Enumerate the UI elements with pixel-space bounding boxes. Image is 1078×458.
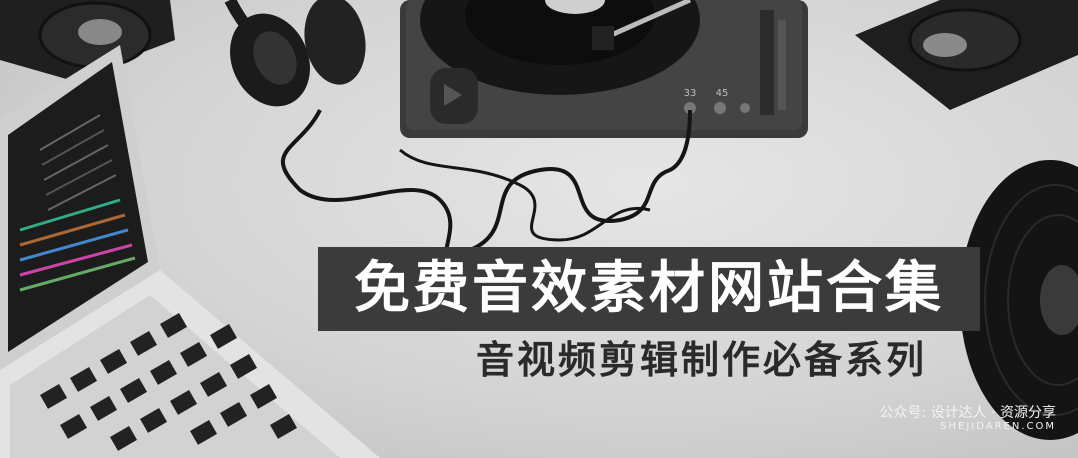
laptop-icon [0, 45, 380, 458]
headphones-icon [224, 0, 366, 107]
laptop-screen-content [19, 114, 136, 292]
main-title: 免费音效素材网站合集 [354, 256, 944, 321]
speaker-left-icon [0, 0, 175, 80]
keyboard-keys [39, 313, 298, 451]
watermark-account: 公众号: 设计达人 · 资源分享 [879, 405, 1056, 421]
speed-45-label: 45 [716, 88, 729, 99]
watermark: 公众号: 设计达人 · 资源分享 SHEJIDAREN.COM [879, 405, 1056, 433]
watermark-url: SHEJIDAREN.COM [940, 421, 1056, 433]
title-banner: 免费音效素材网站合集 [318, 247, 980, 331]
speed-33-label: 33 [684, 88, 697, 99]
turntable-icon: 33 45 [400, 0, 808, 138]
vinyl-record-icon [960, 160, 1078, 440]
subtitle: 音视频剪辑制作必备系列 [476, 338, 928, 382]
cable-icon [280, 109, 692, 258]
speaker-right-icon [855, 0, 1078, 110]
